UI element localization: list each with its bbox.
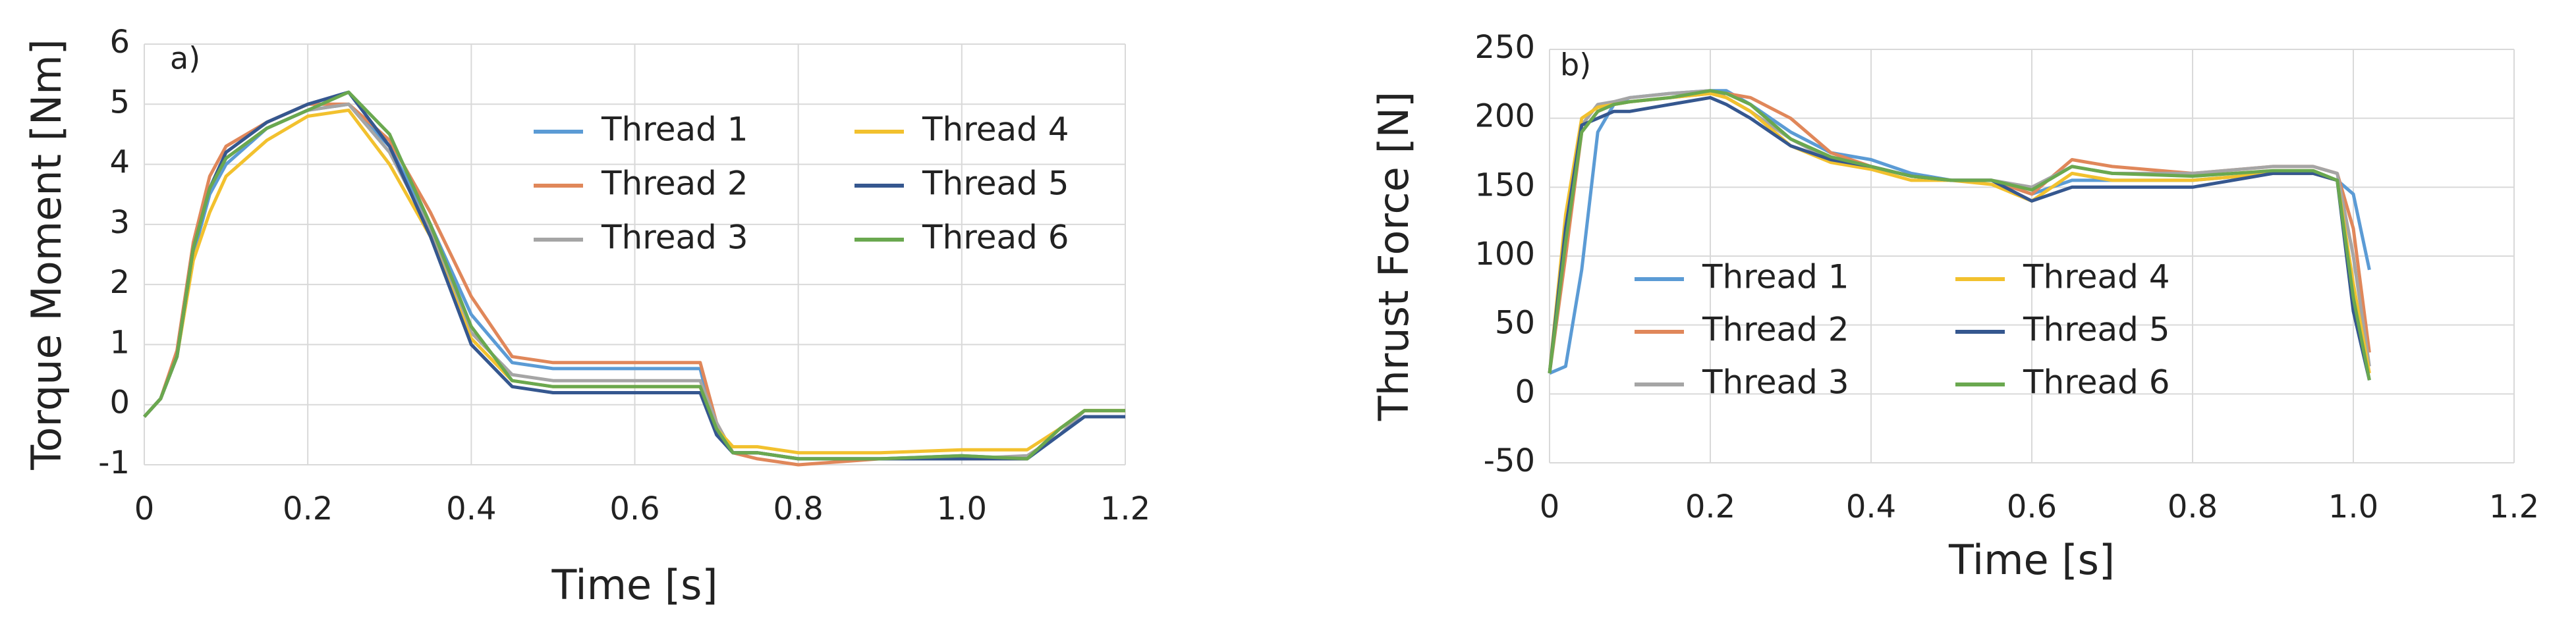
series-line xyxy=(143,90,1125,461)
y-tick-label: 100 xyxy=(1474,236,1535,273)
x-tick-label: 1.2 xyxy=(2489,488,2539,525)
y-tick-label: 0 xyxy=(1515,373,1535,410)
y-tick-label: 200 xyxy=(1474,98,1535,135)
annotation: b) xyxy=(1560,47,1591,83)
x-tick-label: 0.6 xyxy=(2007,488,2057,525)
y-tick-label: 250 xyxy=(1474,29,1535,66)
y-tick-label: -1 xyxy=(98,444,130,481)
y-tick-label: 50 xyxy=(1495,305,1535,342)
x-axis-title: Time [s] xyxy=(551,561,717,609)
legend-label: Thread 4 xyxy=(2023,258,2170,296)
legend-label: Thread 2 xyxy=(601,165,748,203)
x-axis-title: Time [s] xyxy=(1948,536,2115,584)
x-tick-label: 0.8 xyxy=(2168,488,2218,525)
series-line xyxy=(1548,89,2371,381)
legend-label: Thread 3 xyxy=(601,219,748,257)
x-tick-label: 0.8 xyxy=(773,490,823,527)
legend-label: Thread 5 xyxy=(2023,311,2170,349)
y-axis-title: Torque Moment [Nm] xyxy=(22,39,70,471)
x-tick-label: 0 xyxy=(1540,488,1560,525)
x-tick-label: 1.2 xyxy=(1100,490,1150,527)
legend-label: Thread 3 xyxy=(1702,363,1849,402)
y-tick-label: 4 xyxy=(109,144,130,181)
legend-label: Thread 6 xyxy=(2023,363,2170,402)
y-tick-label: 150 xyxy=(1474,167,1535,203)
x-tick-label: 1.0 xyxy=(2328,488,2378,525)
y-tick-label: 0 xyxy=(109,384,130,421)
x-tick-label: 0.2 xyxy=(283,490,333,527)
x-tick-label: 0.4 xyxy=(1846,488,1896,525)
legend-label: Thread 1 xyxy=(601,111,748,149)
y-tick-label: 3 xyxy=(109,204,130,241)
y-tick-label: 5 xyxy=(109,84,130,120)
legend-label: Thread 5 xyxy=(922,165,1069,203)
y-tick-label: 1 xyxy=(109,324,130,361)
legend-label: Thread 4 xyxy=(922,111,1069,149)
y-tick-label: 2 xyxy=(109,264,130,301)
x-tick-label: 0 xyxy=(134,490,155,527)
series-line xyxy=(1548,95,2371,381)
y-tick-label: 6 xyxy=(109,24,130,61)
legend-label: Thread 2 xyxy=(1702,311,1849,349)
annotation: a) xyxy=(170,41,200,76)
x-tick-label: 0.2 xyxy=(1685,488,1735,525)
y-tick-label: -50 xyxy=(1484,442,1535,479)
y-axis-title: Thrust Force [N] xyxy=(1370,92,1418,421)
x-tick-label: 1.0 xyxy=(937,490,987,527)
legend-label: Thread 1 xyxy=(1702,258,1849,296)
x-tick-label: 0.6 xyxy=(609,490,659,527)
x-tick-label: 0.4 xyxy=(446,490,496,527)
legend-label: Thread 6 xyxy=(922,219,1069,257)
